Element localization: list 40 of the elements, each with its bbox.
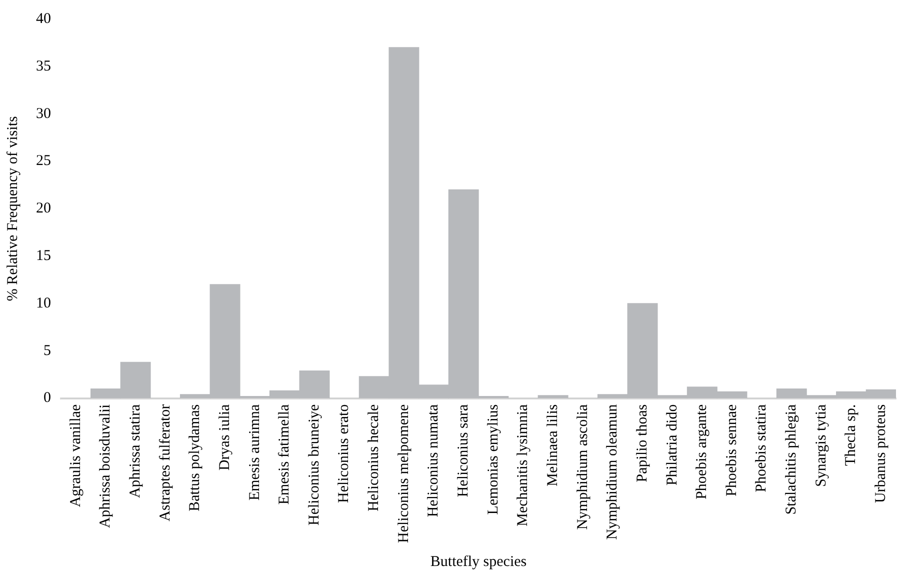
- y-tick-label: 15: [36, 248, 51, 264]
- x-tick-label: Lemonias emylius: [485, 404, 502, 515]
- x-tick-label: Heliconius numata: [426, 404, 442, 518]
- x-tick-label: Phoebis sennae: [724, 404, 740, 496]
- x-tick-label: Thecla sp.: [843, 404, 860, 466]
- x-tick-label: Emesis fatimella: [276, 404, 293, 505]
- x-tick-label: Philatria dido: [664, 404, 680, 486]
- x-tick-label: Papilio thoas: [634, 404, 650, 482]
- x-tick-label: Dryas iulia: [216, 404, 233, 471]
- y-tick-label: 0: [44, 390, 51, 406]
- y-tick-label: 20: [36, 200, 51, 217]
- y-tick-label: 25: [36, 153, 51, 170]
- y-tick-label: 35: [36, 58, 51, 74]
- x-tick-label: Heliconius sara: [456, 404, 472, 498]
- x-axis-title: Buttefly species: [430, 554, 527, 570]
- x-tick-label: Stalachitis phlegia: [784, 404, 800, 515]
- x-tick-label: Synargis tytia: [813, 404, 830, 487]
- x-tick-label: Aphrissa boisduvalii: [98, 404, 114, 528]
- x-tick-label: Astraptes fulferator: [157, 404, 174, 522]
- x-tick-label: Heliconius melpomene: [396, 404, 412, 544]
- x-tick-label: Phoebis argante: [694, 404, 710, 500]
- x-tick-label: Urbanus proteus: [873, 404, 890, 504]
- bar: [538, 395, 568, 398]
- x-tick-label: Agraulis vanillae: [68, 404, 84, 508]
- x-tick-label: Phoebis statira: [754, 404, 770, 492]
- y-axis-title: % Relative Frequency of visits: [4, 116, 21, 302]
- x-tick-label: Heliconius bruneiye: [306, 404, 322, 526]
- x-tick-label: Heliconius hecale: [366, 404, 382, 512]
- x-tick-label: Melinaea lilis: [544, 404, 561, 486]
- x-tick-label: Nymphidium oleamun: [604, 404, 621, 540]
- x-tick-label: Battus polydamas: [187, 404, 204, 512]
- x-tick-label: Heliconius erato: [336, 404, 352, 504]
- x-tick-label: Nymphidium ascolia: [574, 404, 591, 530]
- y-tick-label: 5: [44, 342, 51, 359]
- y-tick-label: 30: [36, 106, 51, 122]
- x-tick-label: Emesis aurimna: [246, 404, 263, 501]
- x-tick-label: Mechanitis lysimnia: [515, 404, 532, 526]
- y-tick-label: 10: [36, 295, 51, 312]
- y-tick-label: 40: [36, 10, 51, 27]
- x-tick-label: Aphrissa statira: [127, 404, 144, 498]
